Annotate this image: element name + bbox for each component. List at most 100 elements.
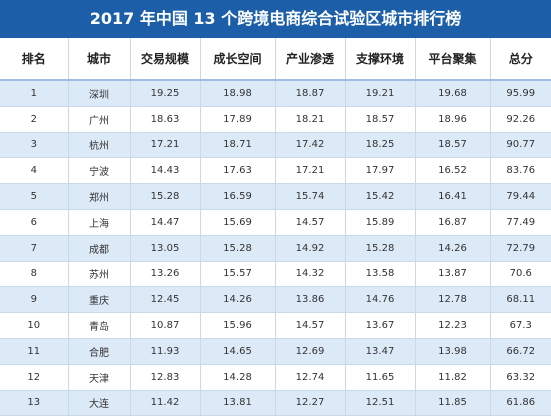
table-cell: 66.72 bbox=[489, 338, 551, 365]
table-cell: 18.57 bbox=[414, 132, 490, 159]
table-cell: 79.44 bbox=[489, 183, 551, 210]
ranking-table: 排名 城市 交易规模 成长空间 产业渗透 支撑环境 平台聚集 总分 1 深圳 19.25 18.98… bbox=[0, 38, 551, 416]
column-header: 平台聚集 bbox=[414, 38, 490, 81]
table-cell: 6 bbox=[0, 209, 68, 236]
table-cell: 14.57 bbox=[274, 312, 345, 339]
table-cell: 12.51 bbox=[344, 390, 415, 416]
table-cell: 12.27 bbox=[274, 390, 345, 416]
table-cell: 13.86 bbox=[274, 286, 345, 314]
table-cell: 19.25 bbox=[129, 80, 200, 107]
table-cell: 9 bbox=[0, 286, 68, 314]
header-row: 排名 城市 交易规模 成长空间 产业渗透 支撑环境 平台聚集 总分 bbox=[0, 38, 551, 81]
table-row: 7 成都 13.05 15.28 14.92 15.28 14.26 72.79 bbox=[0, 235, 551, 262]
table-cell: 11 bbox=[0, 338, 68, 365]
table-cell: 7 bbox=[0, 235, 68, 262]
table-cell: 92.26 bbox=[489, 106, 551, 133]
table-cell: 15.96 bbox=[199, 312, 275, 339]
table-cell: 14.92 bbox=[274, 235, 345, 262]
table-cell: 13.67 bbox=[344, 312, 415, 339]
table-cell: 17.63 bbox=[199, 157, 275, 185]
table-row: 9 重庆 12.45 14.26 13.86 14.76 12.78 68.11 bbox=[0, 286, 551, 314]
column-header: 支撑环境 bbox=[344, 38, 415, 81]
column-header: 城市 bbox=[67, 38, 130, 81]
table-row: 2 广州 18.63 17.89 18.21 18.57 18.96 92.26 bbox=[0, 106, 551, 133]
table-cell: 63.32 bbox=[489, 364, 551, 391]
table-cell: 广州 bbox=[67, 106, 130, 133]
table-cell: 14.28 bbox=[199, 364, 275, 391]
table-cell: 13.26 bbox=[129, 261, 200, 288]
table-cell: 67.3 bbox=[489, 312, 551, 339]
table-cell: 15.69 bbox=[199, 209, 275, 236]
table-row: 1 深圳 19.25 18.98 18.87 19.21 19.68 95.99 bbox=[0, 80, 551, 107]
table-cell: 2 bbox=[0, 106, 68, 133]
table-cell: 72.79 bbox=[489, 235, 551, 262]
table-row: 12 天津 12.83 14.28 12.74 11.65 11.82 63.32 bbox=[0, 364, 551, 391]
table-cell: 11.42 bbox=[129, 390, 200, 416]
table-cell: 14.43 bbox=[129, 157, 200, 185]
table-cell: 14.57 bbox=[274, 209, 345, 236]
table-cell: 17.42 bbox=[274, 132, 345, 159]
table-cell: 95.99 bbox=[489, 80, 551, 107]
table-cell: 12.74 bbox=[274, 364, 345, 391]
table-row: 11 合肥 11.93 14.65 12.69 13.47 13.98 66.72 bbox=[0, 338, 551, 365]
table-cell: 61.86 bbox=[489, 390, 551, 416]
table-cell: 18.98 bbox=[199, 80, 275, 107]
table-cell: 18.96 bbox=[414, 106, 490, 133]
table-row: 8 苏州 13.26 15.57 14.32 13.58 13.87 70.6 bbox=[0, 261, 551, 288]
table-cell: 18.25 bbox=[344, 132, 415, 159]
table-cell: 68.11 bbox=[489, 286, 551, 314]
table-cell: 16.52 bbox=[414, 157, 490, 185]
table-cell: 11.82 bbox=[414, 364, 490, 391]
column-header: 产业渗透 bbox=[274, 38, 345, 81]
column-header: 总分 bbox=[489, 38, 551, 81]
table-cell: 70.6 bbox=[489, 261, 551, 288]
table-cell: 12.23 bbox=[414, 312, 490, 339]
table-cell: 郑州 bbox=[67, 183, 130, 210]
table-cell: 青岛 bbox=[67, 312, 130, 339]
table-cell: 15.57 bbox=[199, 261, 275, 288]
table-cell: 12.45 bbox=[129, 286, 200, 314]
table-cell: 14.65 bbox=[199, 338, 275, 365]
table-cell: 10.87 bbox=[129, 312, 200, 339]
table-cell: 13.87 bbox=[414, 261, 490, 288]
table-cell: 13 bbox=[0, 390, 68, 416]
table-cell: 12.69 bbox=[274, 338, 345, 365]
table-cell: 17.97 bbox=[344, 157, 415, 185]
table-cell: 15.89 bbox=[344, 209, 415, 236]
table-cell: 10 bbox=[0, 312, 68, 339]
table-cell: 14.26 bbox=[199, 286, 275, 314]
table-cell: 16.41 bbox=[414, 183, 490, 210]
table-cell: 苏州 bbox=[67, 261, 130, 288]
table-cell: 18.57 bbox=[344, 106, 415, 133]
table-cell: 宁波 bbox=[67, 157, 130, 185]
table-cell: 15.74 bbox=[274, 183, 345, 210]
table-cell: 13.47 bbox=[344, 338, 415, 365]
column-header: 排名 bbox=[0, 38, 68, 81]
table-cell: 18.87 bbox=[274, 80, 345, 107]
table-cell: 18.21 bbox=[274, 106, 345, 133]
table-cell: 11.85 bbox=[414, 390, 490, 416]
table-cell: 18.63 bbox=[129, 106, 200, 133]
table-cell: 14.26 bbox=[414, 235, 490, 262]
table-cell: 16.87 bbox=[414, 209, 490, 236]
table-row: 6 上海 14.47 15.69 14.57 15.89 16.87 77.49 bbox=[0, 209, 551, 236]
table-cell: 4 bbox=[0, 157, 68, 185]
table-cell: 8 bbox=[0, 261, 68, 288]
table-cell: 成都 bbox=[67, 235, 130, 262]
table-body: 1 深圳 19.25 18.98 18.87 19.21 19.68 95.99 2 广州 18.6… bbox=[0, 80, 551, 416]
table-cell: 合肥 bbox=[67, 338, 130, 365]
table-title: 2017 年中国 13 个跨境电商综合试验区城市排行榜 bbox=[0, 0, 551, 38]
table-cell: 18.71 bbox=[199, 132, 275, 159]
table-row: 10 青岛 10.87 15.96 14.57 13.67 12.23 67.3 bbox=[0, 312, 551, 339]
column-header: 成长空间 bbox=[199, 38, 275, 81]
table-cell: 17.21 bbox=[129, 132, 200, 159]
table-cell: 19.68 bbox=[414, 80, 490, 107]
table-cell: 大连 bbox=[67, 390, 130, 416]
table-cell: 13.58 bbox=[344, 261, 415, 288]
table-cell: 杭州 bbox=[67, 132, 130, 159]
table-cell: 12 bbox=[0, 364, 68, 391]
table-cell: 77.49 bbox=[489, 209, 551, 236]
table-cell: 11.93 bbox=[129, 338, 200, 365]
table-cell: 上海 bbox=[67, 209, 130, 236]
table-cell: 17.21 bbox=[274, 157, 345, 185]
